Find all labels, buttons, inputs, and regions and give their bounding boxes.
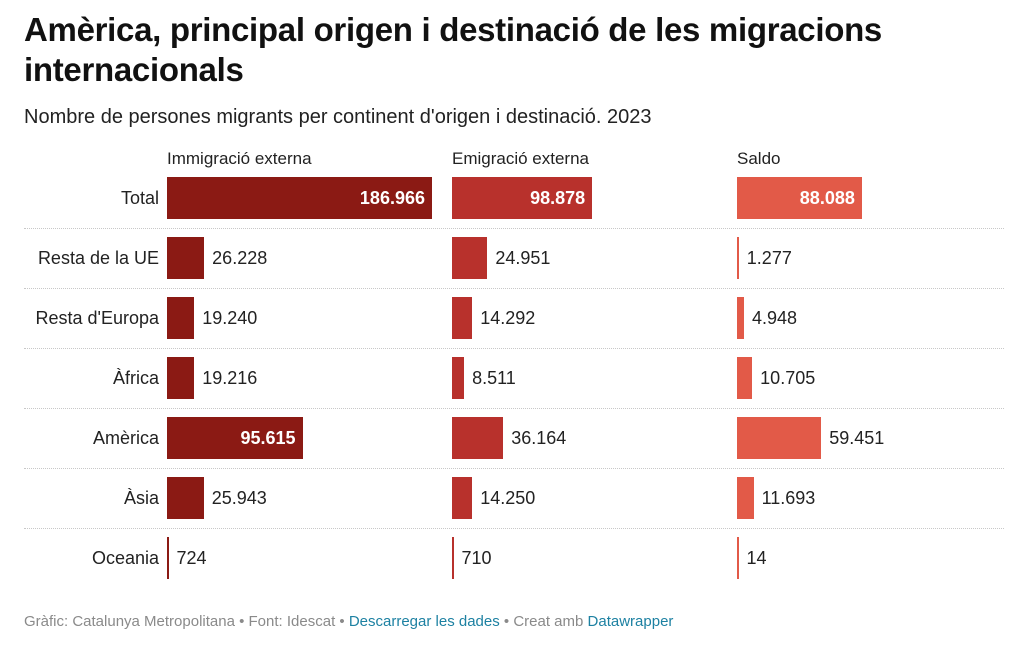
value-label: 95.615: [240, 428, 296, 448]
value-label: 98.878: [530, 188, 586, 208]
bar-saldo: [737, 537, 739, 579]
bar-immigracio: [167, 237, 205, 279]
value-label: 1.277: [746, 248, 792, 268]
value-label: 724: [176, 548, 207, 568]
footer-source: Gràfic: Catalunya Metropolitana • Font: …: [24, 613, 349, 630]
row-separator: [24, 468, 1004, 469]
category-label: Total: [120, 188, 159, 208]
value-label: 36.164: [511, 428, 567, 448]
column-header-immigracio: Immigració externa: [167, 149, 312, 168]
value-label: 24.951: [495, 248, 551, 268]
row-separator: [24, 288, 1004, 289]
value-label: 88.088: [799, 188, 855, 208]
value-label: 4.948: [752, 308, 798, 328]
category-label: Resta d'Europa: [35, 308, 159, 328]
bar-immigracio: [167, 417, 303, 459]
value-label: 14.292: [480, 308, 536, 328]
chart-subtitle: Nombre de persones migrants per continen…: [24, 106, 652, 128]
bar-saldo: [737, 477, 754, 519]
bar-saldo: [737, 237, 739, 279]
bar-immigracio: [167, 177, 432, 219]
value-label: 25.943: [211, 488, 267, 508]
download-data-link[interactable]: Descarregar les dades: [348, 613, 500, 630]
value-label: 186.966: [359, 188, 425, 208]
bar-emigracio: [452, 417, 504, 459]
bar-immigracio: [167, 357, 195, 399]
bar-emigracio: [452, 237, 488, 279]
row-separator: [24, 408, 1004, 409]
category-label: Àfrica: [112, 368, 159, 388]
row-separator: [24, 228, 1004, 229]
bar-saldo: [737, 297, 744, 339]
category-label: Oceania: [91, 548, 159, 568]
category-label: Amèrica: [92, 428, 159, 448]
value-label: 14.250: [480, 488, 536, 508]
bar-emigracio: [452, 297, 473, 339]
value-label: 11.693: [761, 488, 816, 508]
value-label: 14: [746, 548, 767, 568]
bar-emigracio: [452, 177, 593, 219]
value-label: 26.228: [212, 248, 268, 268]
value-label: 8.511: [472, 368, 516, 388]
bar-saldo: [737, 177, 862, 219]
value-label: 19.240: [202, 308, 258, 328]
bar-emigracio: [452, 357, 465, 399]
row-separator: [24, 348, 1004, 349]
bar-saldo: [737, 417, 822, 459]
column-header-emigracio: Emigració externa: [452, 149, 590, 168]
category-label: Resta de la UE: [37, 248, 159, 268]
bar-immigracio: [167, 297, 195, 339]
bar-emigracio: [452, 537, 454, 579]
category-label: Àsia: [123, 488, 159, 508]
bar-saldo: [737, 357, 753, 399]
value-label: 59.451: [829, 428, 885, 448]
footer: Gràfic: Catalunya Metropolitana • Font: …: [24, 612, 673, 632]
value-label: 19.216: [202, 368, 258, 388]
bar-emigracio: [452, 477, 473, 519]
chart-title: Amèrica, principal origen i destinació d…: [24, 11, 882, 88]
value-label: 10.705: [760, 368, 816, 388]
row-separator: [24, 528, 1004, 529]
value-label: 710: [461, 548, 492, 568]
datawrapper-link[interactable]: Datawrapper: [587, 613, 674, 630]
column-header-saldo: Saldo: [737, 149, 781, 168]
bar-immigracio: [167, 537, 169, 579]
bar-immigracio: [167, 477, 204, 519]
footer-created: • Creat amb: [499, 613, 588, 630]
